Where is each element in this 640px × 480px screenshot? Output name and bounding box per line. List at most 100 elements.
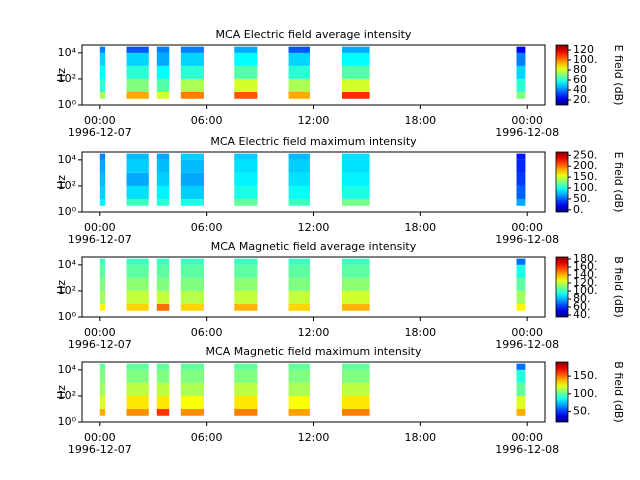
heatmap-cell — [180, 65, 204, 79]
heatmap-cell — [516, 198, 526, 206]
heatmap-cell — [288, 52, 310, 66]
heatmap-cell — [99, 264, 106, 278]
x-tick-label: 00:00 — [511, 326, 543, 339]
heatmap-cell — [126, 46, 149, 53]
plot-frame — [81, 44, 546, 106]
heatmap-cell — [99, 172, 106, 186]
y-tick-label: 10² — [58, 284, 76, 297]
x-tick-label: 12:00 — [298, 114, 330, 127]
heatmap-cell — [234, 290, 258, 304]
x-tick-label: 18:00 — [404, 221, 436, 234]
heatmap-cell — [156, 290, 170, 304]
x-tick-label: 00:00 — [84, 326, 116, 339]
heatmap-cell — [156, 258, 170, 265]
colorbar-tick-label: 120 — [573, 43, 594, 56]
heatmap-cell — [234, 198, 258, 206]
y-axis-label: Hz — [55, 175, 68, 189]
heatmap-cell — [99, 258, 106, 265]
heatmap-cell — [126, 91, 149, 99]
heatmap-cell — [180, 78, 204, 92]
heatmap-cell — [99, 290, 106, 304]
heatmap-cell — [126, 153, 149, 160]
heatmap-cell — [99, 78, 106, 92]
heatmap-cell — [126, 363, 149, 370]
colorbar-tick-label: 250. — [573, 148, 598, 161]
heatmap-cell — [341, 395, 370, 409]
heatmap-cell — [126, 369, 149, 383]
x-tick-label: 12:00 — [298, 221, 330, 234]
plot-frame — [81, 361, 546, 423]
heatmap-cell — [288, 277, 310, 291]
heatmap-cell — [288, 258, 310, 265]
heatmap-cell — [99, 159, 106, 173]
y-tick-label: 10⁴ — [58, 46, 77, 59]
heatmap-cell — [341, 303, 370, 311]
heatmap-cell — [156, 198, 170, 206]
y-tick-label: 10⁴ — [58, 153, 77, 166]
x-tick-label: 06:00 — [191, 326, 223, 339]
heatmap-cell — [516, 382, 526, 396]
heatmap-cell — [180, 185, 204, 199]
heatmap-cell — [156, 363, 170, 370]
heatmap-cell — [341, 65, 370, 79]
chart-title: MCA Electric field maximum intensity — [210, 135, 417, 148]
heatmap-cell — [126, 290, 149, 304]
heatmap-cell — [180, 46, 204, 53]
heatmap-cell — [180, 290, 204, 304]
heatmap-cell — [234, 172, 258, 186]
heatmap-cell — [156, 382, 170, 396]
y-tick-label: 10² — [58, 389, 76, 402]
x-date-label: 1996-12-08 — [495, 233, 559, 246]
colorbar-tick-label: 100. — [573, 284, 598, 297]
chart-title: MCA Magnetic field maximum intensity — [206, 345, 422, 358]
heatmap-cell — [516, 408, 526, 416]
heatmap-cell — [156, 52, 170, 66]
heatmap-cell — [126, 258, 149, 265]
heatmap-cell — [234, 153, 258, 160]
heatmap-cell — [341, 52, 370, 66]
colorbar-label: E field (dB) — [612, 45, 625, 106]
colorbar-tick-label: 100. — [573, 387, 598, 400]
heatmap-cell — [288, 65, 310, 79]
heatmap-cell — [341, 185, 370, 199]
heatmap-cell — [126, 172, 149, 186]
heatmap-cell — [126, 185, 149, 199]
heatmap-cell — [180, 264, 204, 278]
heatmap-cell — [156, 153, 170, 160]
heatmap-cell — [516, 290, 526, 304]
heatmap-cell — [99, 185, 106, 199]
colorbar-tick-label: 160. — [573, 260, 598, 273]
colorbar-tick-label: 40. — [573, 308, 591, 321]
chart-title: MCA Electric field average intensity — [216, 28, 412, 41]
heatmap-cell — [126, 52, 149, 66]
heatmap-cell — [180, 172, 204, 186]
heatmap-cell — [516, 91, 526, 99]
heatmap-cell — [516, 277, 526, 291]
heatmap-cell — [156, 185, 170, 199]
heatmap-cell — [341, 198, 370, 206]
heatmap-cell — [341, 363, 370, 370]
heatmap-cell — [341, 277, 370, 291]
y-tick-label: 10² — [58, 72, 76, 85]
heatmap-cell — [341, 91, 370, 99]
y-axis-label: Hz — [55, 280, 68, 294]
heatmap-cell — [99, 408, 106, 416]
heatmap-cell — [126, 382, 149, 396]
x-tick-label: 12:00 — [298, 431, 330, 444]
colorbar-tick-label: 200. — [573, 159, 598, 172]
heatmap-cell — [516, 78, 526, 92]
y-axis-label: Hz — [55, 385, 68, 399]
colorbar-tick-label: 40 — [573, 83, 587, 96]
y-tick-label: 10⁰ — [58, 98, 77, 111]
heatmap-cell — [234, 65, 258, 79]
heatmap-cell — [234, 91, 258, 99]
heatmap-cell — [516, 46, 526, 53]
heatmap-cell — [180, 52, 204, 66]
x-date-label: 1996-12-08 — [495, 126, 559, 139]
colorbar-tick-label: 100. — [573, 181, 598, 194]
heatmap-cell — [180, 258, 204, 265]
heatmap-cell — [99, 198, 106, 206]
x-date-label: 1996-12-07 — [68, 338, 132, 351]
heatmap-cell — [234, 258, 258, 265]
